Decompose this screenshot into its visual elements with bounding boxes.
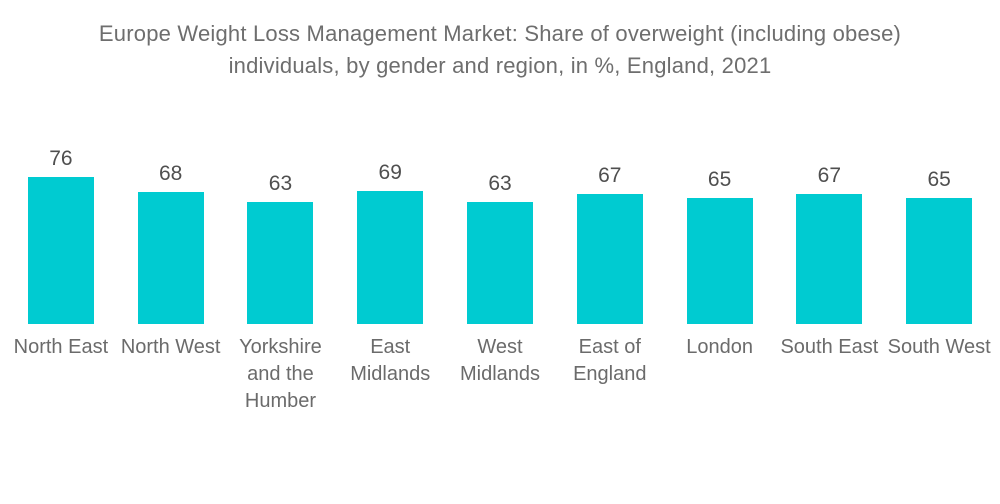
category-label: London bbox=[686, 336, 753, 358]
bar-stack: 65 bbox=[884, 140, 994, 324]
bar bbox=[796, 194, 863, 324]
bar-column: 68 North West bbox=[116, 140, 226, 415]
bar bbox=[137, 192, 204, 324]
bar-column: 65 London bbox=[665, 140, 775, 415]
bar-column: 67 East of England bbox=[555, 140, 665, 415]
bar-column: 69 East Midlands bbox=[335, 140, 445, 415]
bar-stack: 69 bbox=[335, 140, 445, 324]
bar-value-label: 65 bbox=[927, 168, 951, 191]
bar bbox=[247, 202, 314, 324]
bar-value-label: 67 bbox=[817, 164, 842, 187]
category-label: East Midlands bbox=[350, 336, 431, 385]
bar-value-label: 65 bbox=[707, 168, 732, 191]
bar bbox=[467, 202, 534, 324]
bar-stack: 67 bbox=[774, 140, 884, 324]
bar-value-label: 76 bbox=[49, 147, 73, 170]
bar-value-label: 69 bbox=[378, 161, 402, 184]
category-label: Yorkshire and the Humber bbox=[239, 336, 322, 412]
bar bbox=[576, 194, 643, 324]
bar-stack: 63 bbox=[445, 140, 555, 324]
bar-stack: 76 bbox=[6, 140, 116, 324]
bar-stack: 63 bbox=[226, 140, 336, 324]
plot-area: 76 North East 68 North West 63 Yorkshire and … bbox=[6, 140, 994, 415]
bar bbox=[357, 191, 424, 324]
bar bbox=[686, 198, 753, 324]
chart-title: Europe Weight Loss Management Market: Sh… bbox=[98, 21, 902, 78]
bar-value-label: 68 bbox=[158, 162, 183, 185]
bar-stack: 65 bbox=[665, 140, 775, 324]
bar-stack: 67 bbox=[555, 140, 665, 324]
bar-column: 63 West Midlands bbox=[445, 140, 555, 415]
bar bbox=[27, 177, 94, 324]
bar-column: 67 South East bbox=[774, 140, 884, 415]
bar-value-label: 67 bbox=[598, 164, 622, 187]
category-label: South East bbox=[780, 336, 879, 358]
category-label: West Midlands bbox=[459, 336, 541, 385]
category-label: North West bbox=[120, 336, 221, 358]
category-label: South West bbox=[887, 336, 991, 358]
bar-value-label: 63 bbox=[488, 172, 512, 195]
bar-column: 63 Yorkshire and the Humber bbox=[226, 140, 336, 415]
category-label: North East bbox=[13, 336, 109, 358]
bar-column: 76 North East bbox=[6, 140, 116, 415]
bar-column: 65 South West bbox=[884, 140, 994, 415]
bar-value-label: 63 bbox=[268, 172, 293, 195]
category-label: East of England bbox=[573, 336, 647, 385]
bar-stack: 68 bbox=[116, 140, 226, 324]
bar bbox=[906, 198, 973, 324]
